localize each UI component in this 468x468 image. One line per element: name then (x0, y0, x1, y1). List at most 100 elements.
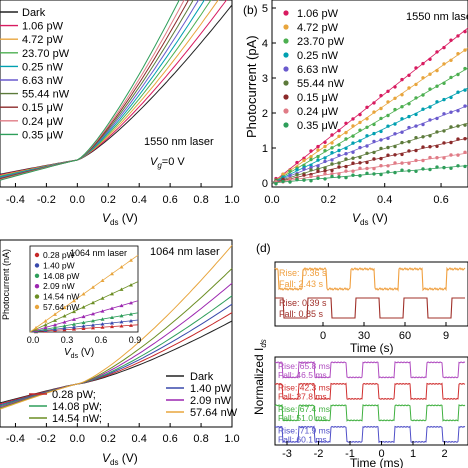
panel-b-point-4-2 (288, 173, 292, 177)
panel-d-top-xlabel: Time (s) (350, 341, 394, 355)
panel-b-point-0-9 (337, 128, 341, 133)
panel-c-tick-label-4: 0.4 (132, 433, 147, 445)
inset-point-2-4 (72, 322, 76, 326)
panel-b-fit-2 (271, 67, 468, 184)
panel-b-xlabel: V (352, 211, 361, 225)
inset-point-4-2 (53, 318, 57, 322)
panel-c-legend: Dark 0.28 pW;14.08 pW;14.54 nW; 1.40 pW2.0… (29, 371, 238, 425)
inset-point-5-9 (119, 265, 124, 269)
panel-b-legend-marker-4 (283, 66, 289, 72)
panel-b-point-4-14 (372, 139, 376, 144)
panel-b-point-4-26 (456, 109, 460, 113)
inset-point-1-6 (91, 323, 95, 327)
panel-b-legend-label-1: 4.72 pW (297, 22, 339, 34)
panel-a-tick-label-7: 1.0 (224, 194, 239, 206)
panel-b-point-7-17 (393, 161, 397, 165)
panel-b-legend-marker-3 (283, 52, 289, 58)
panel-b-point-0-22 (428, 57, 432, 61)
panel-b-point-4-16 (386, 136, 390, 140)
inset-point-5-5 (81, 292, 86, 296)
inset-legend-label-4: 14.54 nW (43, 292, 79, 302)
panel-d-bottom-fall-0: Fall: 46.5 ms (278, 370, 327, 380)
panel-b-point-7-5 (309, 174, 313, 179)
panel-b-point-8-15 (379, 172, 383, 177)
inset-point-0-7 (100, 325, 105, 329)
panel-b-point-4-24 (442, 112, 446, 116)
panel-c-x-ticks: -0.4 -0.2 0.0 0.2 0.4 0.6 0.8 1.0 (6, 423, 240, 445)
inset-point-5-0 (34, 325, 38, 330)
panel-b-point-2-20 (414, 96, 418, 100)
inset-point-3-7 (100, 309, 105, 313)
panel-b-point-8-2 (288, 180, 292, 184)
panel-b-point-5-15 (379, 146, 383, 151)
inset-point-0-8 (110, 324, 114, 329)
panel-b-point-8-18 (400, 168, 404, 172)
panel-b-point-0-5 (309, 149, 313, 153)
panel-b-point-4-27 (463, 104, 467, 108)
panel-b-point-0-12 (358, 112, 362, 117)
panel-b-point-1-25 (449, 58, 453, 62)
inset-xlabel: V (64, 347, 72, 358)
panel-a-vg-sub: g (157, 161, 162, 170)
panel-b-point-7-7 (323, 172, 327, 176)
panel-b-point-4-17 (393, 132, 397, 136)
panel-b-point-3-9 (337, 148, 341, 153)
panel-b-point-0-16 (386, 89, 390, 94)
panel-c-frame (0, 239, 233, 428)
inset-legend-label-0: 0.28 pW (43, 250, 75, 260)
panel-c-legend-label-6: 57.64 nW (190, 407, 238, 419)
panel-a-vg-label: V (150, 156, 159, 168)
panel-b-point-6-7 (323, 169, 327, 173)
panel-c-tick-label-2: 0.0 (70, 433, 85, 445)
panel-b-point-3-15 (379, 129, 383, 134)
panel-b-point-5-7 (323, 166, 327, 170)
panel-d-top-x-ticks: 0 30 60 9 (320, 322, 449, 342)
panel-b-point-4-10 (344, 152, 348, 156)
panel-b-point-1-1 (281, 172, 285, 176)
panel-b-point-7-13 (365, 166, 369, 171)
panel-a-xlabel-sub: ds (110, 218, 118, 227)
panel-b-point-4-11 (351, 150, 355, 154)
panel-b-point-1-23 (435, 68, 439, 73)
panel-d-bottom-tick-label-1: -2 (314, 448, 324, 460)
panel-b-point-0-10 (344, 121, 348, 126)
panel-a-legend-label-4: 0.25 nW (22, 61, 64, 73)
panel-b-point-5-18 (400, 140, 404, 145)
inset-point-5-8 (110, 271, 114, 276)
inset-point-3-4 (72, 317, 76, 321)
panel-b-point-0-18 (400, 77, 404, 82)
svg-text:Vds (V): Vds (V) (64, 347, 94, 360)
panel-b-point-3-25 (449, 95, 453, 100)
inset-point-2-7 (100, 317, 105, 321)
panel-a-legend-label-6: 55.44 nW (22, 89, 70, 101)
panel-b-point-1-17 (393, 96, 397, 101)
panel-d-top-tick-label-0: 0 (320, 330, 326, 342)
inset-point-3-9 (119, 303, 124, 308)
panel-b-ytick-label-0: 5 (262, 3, 268, 15)
inset-point-2-8 (110, 315, 114, 320)
svg-text:Vg=0 V: Vg=0 V (150, 156, 185, 170)
panel-b-point-8-25 (449, 166, 453, 170)
inset-point-3-5 (81, 314, 86, 319)
inset-xlabel-unit: (V) (78, 347, 94, 358)
panel-b-point-3-18 (400, 117, 404, 121)
inset-point-3-2 (53, 322, 57, 327)
panel-d-bottom-rise-3: Rise: 71.9 ms (278, 426, 330, 436)
panel-b-point-8-6 (316, 176, 320, 180)
panel-b-point-2-10 (344, 137, 348, 141)
panel-d-bottom-tick-label-0: -3 (282, 448, 292, 460)
inset-point-2-5 (81, 320, 86, 325)
panel-d-top-tick-label-3: 9 (443, 330, 449, 342)
panel-b-point-1-18 (400, 93, 404, 97)
panel-b-point-6-10 (344, 164, 348, 169)
panel-a-tick-label-4: 0.4 (132, 194, 147, 206)
panel-b-point-0-13 (365, 105, 369, 110)
panel-a: Dark 1.06 pW4.72 pW 23.70 pW0.25 nW 6.63 nW… (0, 0, 240, 227)
panel-d-bottom-xlabel: Time (ms) (350, 456, 404, 468)
panel-a-legend-label-7: 0.15 μW (22, 102, 64, 114)
panel-b-point-3-24 (442, 97, 446, 102)
panel-b-legend-label-8: 0.35 μW (297, 120, 339, 132)
panel-b-legend: 1.06 pW 4.72 pW 23.70 pW 0.25 nW 6.63 nW 55.4… (283, 8, 345, 132)
